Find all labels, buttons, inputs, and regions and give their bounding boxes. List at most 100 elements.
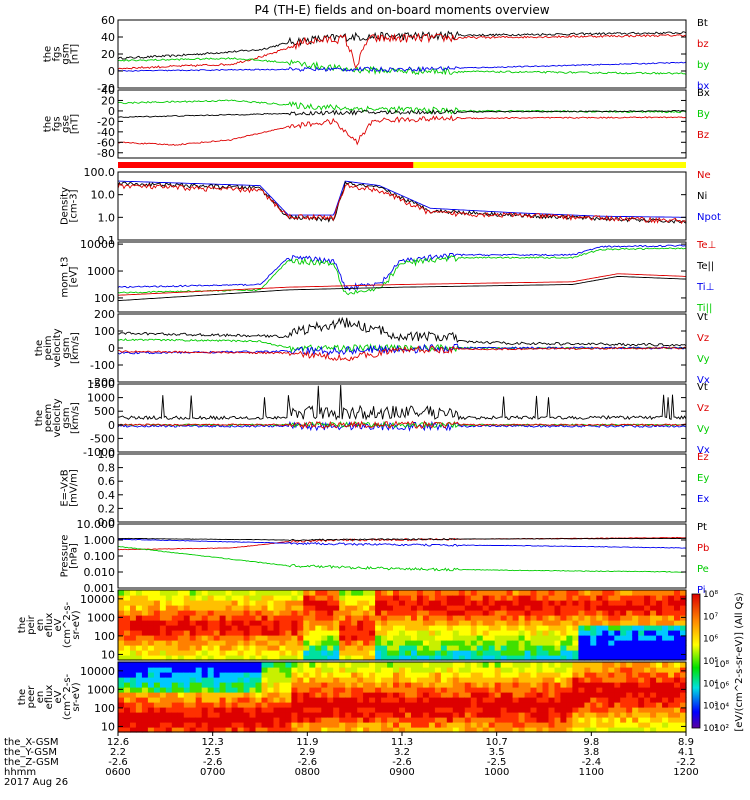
- spectrogram-cell: [644, 610, 651, 616]
- spectrogram-cell: [118, 595, 125, 601]
- spectrogram-cell: [548, 662, 556, 668]
- spectrogram-cell: [614, 717, 621, 723]
- spectrogram-cell: [279, 590, 286, 596]
- spectrogram-cell: [536, 625, 544, 631]
- spectrogram-cell: [231, 640, 239, 646]
- spectrogram-cell: [201, 615, 209, 621]
- spectrogram-cell: [273, 672, 281, 678]
- spectrogram-cell: [524, 590, 532, 596]
- spectrogram-cell: [141, 687, 149, 693]
- spectrogram-cell: [195, 595, 203, 601]
- spectrogram-cell: [231, 677, 239, 683]
- spectrogram-cell: [183, 655, 191, 661]
- spectrogram-cell: [345, 610, 352, 616]
- spectrogram-cell: [596, 655, 603, 661]
- spectrogram-cell: [130, 615, 137, 621]
- spectrogram-cell: [363, 727, 370, 733]
- spectrogram-cell: [261, 727, 269, 733]
- spectrogram-cell: [321, 682, 328, 688]
- spectrogram-cell: [291, 645, 298, 651]
- spectrogram-cell: [124, 610, 131, 616]
- spectrogram-cell: [464, 590, 472, 596]
- spectrogram-cell: [273, 712, 281, 718]
- spectrogram-cell: [130, 692, 137, 698]
- spectrogram-cell: [357, 595, 364, 601]
- spectrogram-cell: [506, 667, 514, 673]
- spectrogram-cell: [363, 667, 370, 673]
- spectrogram-cell: [327, 662, 334, 668]
- spectrogram-cell: [183, 610, 191, 616]
- spectrogram-cell: [476, 620, 484, 626]
- spectrogram-cell: [393, 682, 400, 688]
- spectrogram-cell: [405, 645, 412, 651]
- spectrogram-cell: [369, 600, 376, 606]
- spectrogram-cell: [351, 712, 358, 718]
- spectrogram-cell: [327, 722, 334, 728]
- spectrogram-cell: [387, 682, 394, 688]
- legend-entry: Ey: [697, 473, 709, 484]
- spectrogram-cell: [512, 667, 520, 673]
- spectrogram-cell: [279, 620, 286, 626]
- spectrogram-cell: [261, 682, 269, 688]
- spectrogram-cell: [482, 707, 490, 713]
- spectrogram-cell: [177, 662, 185, 668]
- spectrogram-cell: [303, 595, 310, 601]
- spectrogram-cell: [345, 727, 352, 733]
- spectrogram-cell: [195, 620, 203, 626]
- spectrogram-cell: [494, 727, 502, 733]
- spectrogram-cell: [572, 667, 579, 673]
- tick-label: 1000: [87, 611, 115, 624]
- spectrogram-cell: [255, 650, 263, 656]
- spectrogram-cell: [321, 717, 328, 723]
- spectrogram-cell: [554, 655, 562, 661]
- spectrogram-cell: [530, 630, 538, 636]
- spectrogram-cell: [297, 655, 304, 661]
- spectrogram-cell: [267, 727, 275, 733]
- axis-label: thepeemvelocitygsm[km/s]: [34, 398, 81, 437]
- spectrogram-cell: [668, 600, 675, 606]
- spectrogram-cell: [309, 722, 316, 728]
- spectrogram-cell: [267, 645, 275, 651]
- spectrogram-cell: [261, 687, 269, 693]
- spectrogram-cell: [428, 610, 436, 616]
- spectrogram-cell: [207, 667, 215, 673]
- spectrogram-cell: [231, 682, 239, 688]
- spectrogram-cell: [488, 692, 496, 698]
- spectrogram-cell: [464, 615, 472, 621]
- spectrogram-cell: [345, 697, 352, 703]
- spectrogram-cell: [195, 655, 203, 661]
- spectrogram-cell: [171, 635, 179, 641]
- spectrogram-cell: [147, 697, 155, 703]
- spectrogram-cell: [267, 697, 275, 703]
- spectrogram-cell: [225, 590, 233, 596]
- spectrogram-cell: [476, 717, 484, 723]
- spectrogram-cell: [518, 600, 526, 606]
- spectrogram-cell: [560, 625, 567, 631]
- spectrogram-cell: [255, 722, 263, 728]
- spectrogram-cell: [416, 600, 424, 606]
- spectrogram-cell: [255, 682, 263, 688]
- axis-label-line: eV: [53, 690, 64, 703]
- spectrogram-cell: [255, 595, 263, 601]
- spectrogram-cell: [321, 677, 328, 683]
- spectrogram-cell: [452, 727, 460, 733]
- spectrogram-cell: [411, 615, 418, 621]
- spectrogram-cell: [237, 625, 245, 631]
- spectrogram-cell: [596, 625, 603, 631]
- spectrogram-cell: [267, 615, 275, 621]
- spectrogram-cell: [554, 590, 562, 596]
- spectrogram-cell: [189, 610, 197, 616]
- axis-label: thepeirenefluxeV(cm^2-s-sr-eV): [17, 601, 82, 648]
- spectrogram-cell: [279, 727, 286, 733]
- spectrogram-cell: [207, 595, 215, 601]
- spectrogram-cell: [440, 712, 448, 718]
- spectrogram-cell: [512, 722, 520, 728]
- spectrogram-cell: [393, 620, 400, 626]
- spectrogram-cell: [225, 677, 233, 683]
- spectrogram-cell: [387, 635, 394, 641]
- spectrogram-cell: [518, 717, 526, 723]
- spectrogram-cell: [267, 625, 275, 631]
- spectrogram-cell: [542, 615, 550, 621]
- spectrogram-cell: [327, 645, 334, 651]
- spectrogram-cell: [566, 605, 573, 611]
